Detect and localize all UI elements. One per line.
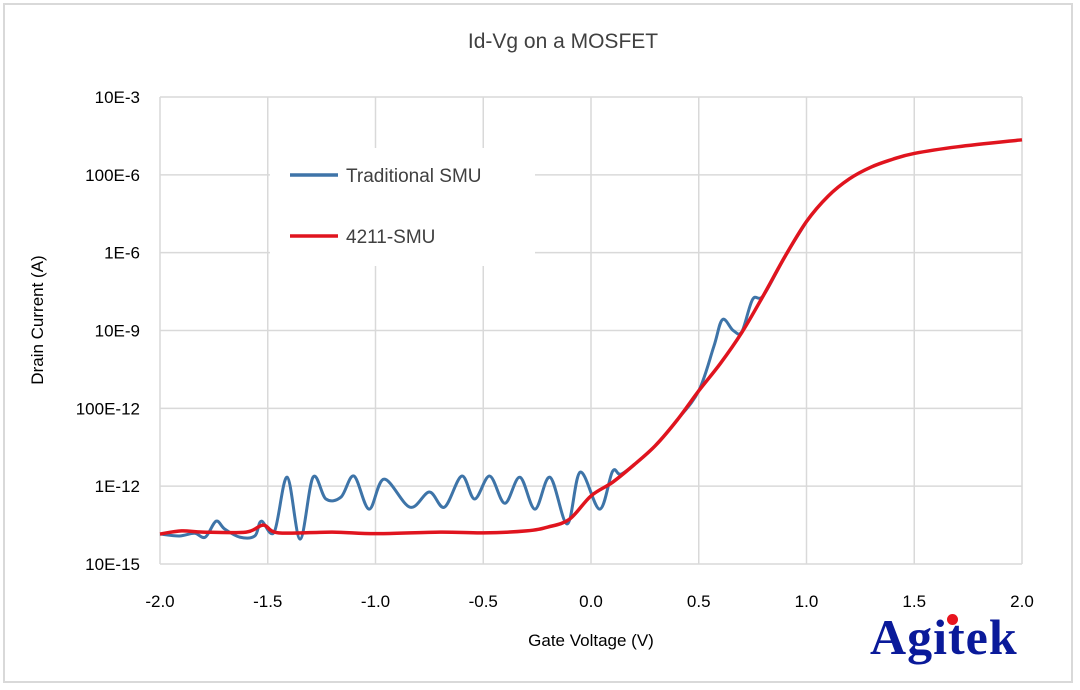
legend-label-traditional-smu: Traditional SMU [346, 166, 482, 187]
x-tick-label: -2.0 [145, 592, 174, 611]
agitek-logo: Agitek [870, 608, 1018, 666]
legend-label-4211-smu: 4211-SMU [346, 227, 435, 248]
x-tick-label: 2.0 [1010, 592, 1034, 611]
y-axis-label: Drain Current (A) [28, 255, 47, 384]
x-tick-label: 1.0 [795, 592, 819, 611]
y-tick-label: 10E-15 [85, 555, 140, 574]
x-tick-label: -0.5 [469, 592, 498, 611]
logo-dot [947, 614, 958, 625]
x-tick-label: 1.5 [902, 592, 926, 611]
x-axis-label: Gate Voltage (V) [528, 631, 654, 650]
y-tick-label: 10E-9 [95, 322, 140, 341]
legend: Traditional SMU 4211-SMU [270, 148, 535, 266]
x-tick-label: 0.0 [579, 592, 603, 611]
logo-text: Agitek [870, 609, 1018, 665]
chart-title: Id-Vg on a MOSFET [468, 30, 658, 53]
y-tick-label: 10E-3 [95, 88, 140, 107]
series-line-traditional-smu [159, 220, 808, 541]
y-tick-label: 1E-6 [104, 244, 140, 263]
chart-frame [3, 3, 1073, 683]
x-tick-label: 0.5 [687, 592, 711, 611]
x-tick-label: -1.5 [253, 592, 282, 611]
y-tick-label: 1E-12 [95, 477, 140, 496]
series-line-4211-smu [159, 138, 1023, 536]
y-tick-label: 100E-12 [76, 399, 140, 418]
y-tick-label: 100E-6 [85, 166, 140, 185]
x-tick-label: -1.0 [361, 592, 390, 611]
